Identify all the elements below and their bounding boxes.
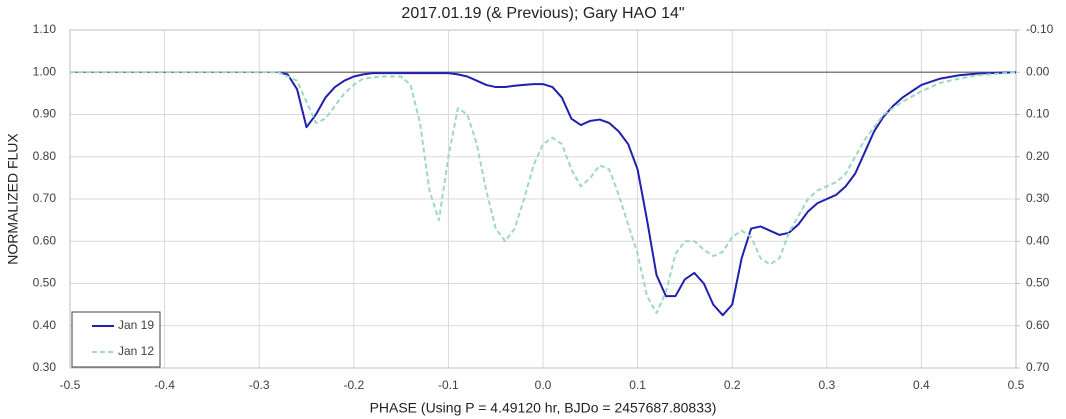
y2-tick-label: 0.50: [1026, 276, 1050, 290]
x-tick-label: 0.1: [629, 378, 646, 392]
legend-box: [71, 311, 161, 368]
y-tick-label: 0.90: [33, 107, 57, 121]
y-tick-label: 0.50: [33, 276, 57, 290]
legend-label: Jan 12: [118, 344, 154, 358]
x-axis-title: PHASE (Using P = 4.49120 hr, BJDo = 2457…: [370, 400, 717, 416]
plot-frame: [69, 29, 1017, 369]
x-tick-label: 0.3: [818, 378, 835, 392]
y2-tick-label: 0.60: [1026, 318, 1050, 332]
y2-tick-label: 0.20: [1026, 149, 1050, 163]
y-tick-label: 1.10: [33, 22, 57, 36]
y2-tick-label: 0.70: [1026, 360, 1050, 374]
y2-tick-label: -0.10: [1026, 22, 1054, 36]
y-axis-title: NORMALIZED FLUX: [5, 133, 21, 265]
y-tick-label: 0.40: [33, 318, 57, 332]
series-line: [70, 71, 1017, 315]
x-tick-label: -0.2: [343, 378, 364, 392]
y-tick-label: 0.30: [33, 360, 57, 374]
y-tick-label: 0.60: [33, 233, 57, 247]
y-tick-label: 1.00: [33, 64, 57, 78]
x-tick-label: -0.4: [154, 378, 175, 392]
y2-tick-label: 0.00: [1026, 64, 1050, 78]
x-tick-label: 0.0: [535, 378, 552, 392]
y-tick-label: 0.80: [33, 149, 57, 163]
legend-label: Jan 19: [118, 318, 154, 332]
y-tick-label: 0.70: [33, 191, 57, 205]
x-tick-label: 0.4: [913, 378, 930, 392]
series-line: [277, 71, 1017, 317]
x-tick-label: -0.5: [60, 378, 81, 392]
x-tick-label: 0.2: [724, 378, 741, 392]
x-tick-label: -0.3: [249, 378, 270, 392]
x-tick-label: 0.5: [1008, 378, 1025, 392]
chart-title: 2017.01.19 (& Previous); Gary HAO 14": [401, 5, 684, 22]
y2-tick-label: 0.30: [1026, 191, 1050, 205]
y2-tick-label: 0.40: [1026, 233, 1050, 247]
x-tick-label: -0.1: [438, 378, 459, 392]
y2-tick-label: 0.10: [1026, 107, 1050, 121]
